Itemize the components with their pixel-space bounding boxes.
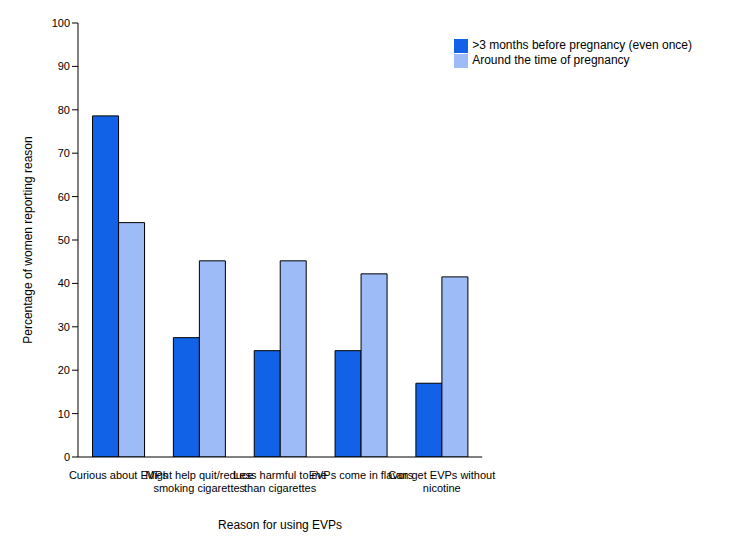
html-text:than cigarettes: than cigarettes: [244, 482, 317, 494]
svg-text:90: 90: [58, 60, 70, 72]
svg-text:70: 70: [58, 147, 70, 159]
html-text:smoking cigarettes: smoking cigarettes: [153, 482, 246, 494]
svg-text:Reason for using EVPs: Reason for using EVPs: [218, 518, 342, 532]
svg-text:10: 10: [58, 408, 70, 420]
svg-text:50: 50: [58, 234, 70, 246]
svg-text:30: 30: [58, 321, 70, 333]
svg-text:60: 60: [58, 191, 70, 203]
html-text:Might help quit/reduce: Might help quit/reduce: [145, 469, 254, 481]
svg-text:40: 40: [58, 277, 70, 289]
svg-text:100: 100: [52, 17, 70, 29]
svg-text:20: 20: [58, 364, 70, 376]
svg-text:0: 0: [64, 451, 70, 463]
svg-text:Percentage of women reporting: Percentage of women reporting reason: [21, 136, 35, 343]
svg-text:Curious about EVPs: Curious about EVPs: [68, 469, 168, 481]
svg-text:EVPs come in flavors: EVPs come in flavors: [308, 469, 414, 481]
svg-text:Can get EVPs withoutnicotine: Can get EVPs withoutnicotine: [388, 469, 495, 494]
svg-text:80: 80: [58, 104, 70, 116]
html-text:>3 months before pregnancy (ev: >3 months before pregnancy (even once): [472, 38, 692, 52]
html-text:Around the time of pregnancy: Around the time of pregnancy: [472, 52, 630, 67]
html-text:Less harmful to me: Less harmful to me: [233, 469, 327, 481]
